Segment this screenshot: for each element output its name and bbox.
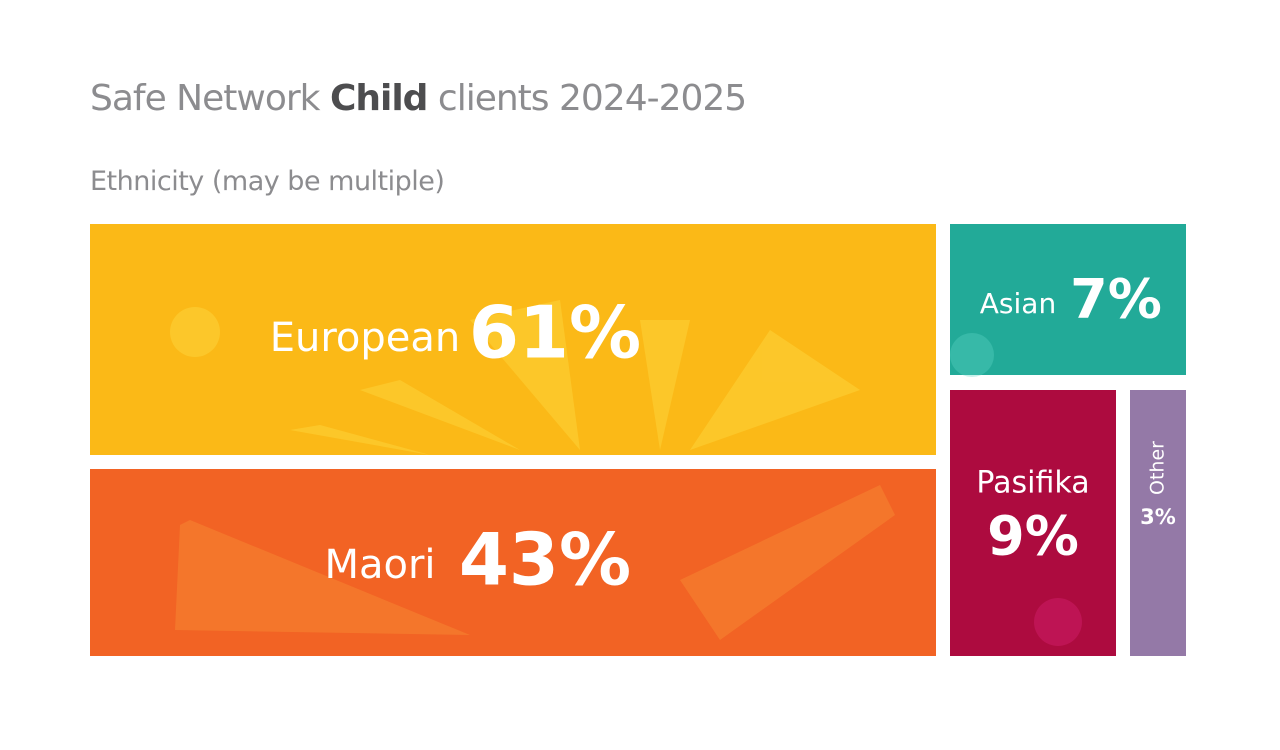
chart-subtitle: Ethnicity (may be multiple) xyxy=(90,166,445,197)
decoration xyxy=(170,300,1082,646)
tile xyxy=(950,390,1116,656)
title-part: clients 2024-2025 xyxy=(437,78,747,119)
category-label: Maori xyxy=(324,542,435,588)
value-label: 7% xyxy=(1070,268,1162,331)
value-label: 61% xyxy=(469,291,641,375)
title-part: Child xyxy=(329,78,428,119)
dot xyxy=(950,333,994,377)
ray xyxy=(690,330,860,450)
category-label: European xyxy=(270,315,461,361)
tile xyxy=(1130,390,1186,656)
dot xyxy=(170,307,220,357)
chart-title: Safe Network Child clients 2024-2025 xyxy=(90,78,747,119)
title-part: Safe Network xyxy=(90,78,320,119)
category-label: Pasifika xyxy=(976,466,1089,501)
value-label: 43% xyxy=(459,518,631,602)
labels: European 61% Maori 43% Asian 7% Pasifika 9% Othe… xyxy=(270,268,1176,602)
category-label: Asian xyxy=(980,287,1056,320)
ray xyxy=(640,320,690,450)
ray xyxy=(290,425,430,455)
tile xyxy=(90,469,936,656)
value-label: 3% xyxy=(1140,505,1176,529)
ray xyxy=(470,300,580,450)
tile xyxy=(950,224,1186,375)
tile xyxy=(90,224,936,455)
value-label: 9% xyxy=(987,505,1079,568)
dot xyxy=(1034,598,1082,646)
tiles xyxy=(90,224,1186,656)
ray xyxy=(360,380,520,450)
category-label: Other xyxy=(1147,441,1169,495)
ray xyxy=(175,520,470,635)
ray xyxy=(680,485,895,640)
